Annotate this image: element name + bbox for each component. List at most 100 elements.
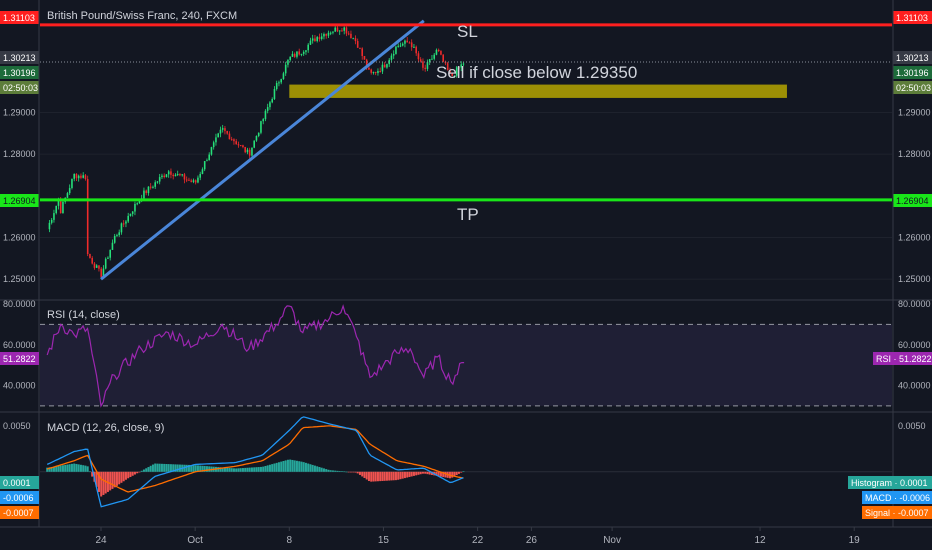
macd-histogram-bar [163,463,166,472]
macd-histogram-bar [426,471,429,475]
candle-body [253,140,255,148]
candle-body [152,186,154,188]
tp-badge-right-text: 1.26904 [896,196,929,206]
macd-histogram-bar [111,471,114,489]
candle-body [95,265,98,268]
macd-histogram-bar [192,465,195,472]
macd-histogram-bar [165,463,168,472]
macd-histogram-bar [293,460,296,472]
macd-histogram-bar [327,469,330,472]
macd-axis[interactable]: 0.0050 0.0050 [3,421,926,431]
macd-histogram-bar [185,464,188,472]
time-tick-7: 12 [754,535,766,546]
rsi-pane[interactable]: RSI (14, close) 40.0000 40.0000 60.0000 60.… [0,299,932,408]
candle-body [59,199,62,214]
macd-histogram-bar [84,465,87,472]
candle-body [262,119,264,122]
candle-body [404,40,406,44]
candle-body [165,174,168,178]
candle-body [383,64,386,68]
candle-body [264,110,267,120]
rsi-tick-left-2: 80.0000 [3,299,36,309]
last-badge-right [893,51,932,64]
candle-body [246,149,249,153]
sell-zone[interactable] [289,84,787,98]
macd-histogram-bar [397,471,400,480]
macd-histogram-bar [316,466,319,472]
macd-histogram-bar [307,463,310,472]
macd-histogram-bar [237,468,240,472]
candle-body [219,129,222,134]
candle-body [68,188,71,194]
macd-line [46,416,464,508]
macd-histogram [46,459,465,497]
macd-histogram-bar [147,467,150,472]
candle-body [291,53,294,57]
price-axis-left[interactable]: 1.25000 1.26000 1.28000 1.29000 [3,108,36,285]
candle-body [217,133,219,138]
macd-histogram-bar [462,471,465,472]
macd-histogram-bar [172,464,175,472]
candle-body [174,174,177,177]
candle-body [273,89,276,100]
candle-body [179,174,181,176]
macd-histogram-bar [61,465,64,472]
candle-body [381,64,384,72]
macd-histogram-bar [379,471,382,482]
macd-histogram-bar [104,471,107,494]
macd-histogram-bar [120,471,123,483]
macd-histogram-bar [129,471,132,478]
macd-histogram-bar [428,471,431,475]
candle-body [75,173,78,179]
candle-body [296,51,298,57]
candle-body [334,27,336,32]
candle-body [86,179,89,254]
macd-histogram-bar [140,470,143,472]
candle-body [226,130,228,134]
candle-body [113,235,116,243]
macd-histogram-bar [430,471,433,475]
price-pane[interactable]: British Pound/Swiss Franc, 240, FXCM SL … [3,10,931,284]
hist-badge-right-text: Histogram · 0.0001 [851,478,928,488]
candle-body [48,222,51,230]
candle-body [127,215,129,222]
candle-body [181,174,183,176]
macd-histogram-bar [282,461,285,472]
macd-histogram-bar [453,471,456,477]
macd-histogram-bar [46,467,49,472]
candle-body [345,27,348,34]
price-axis-right[interactable]: 1.25000 1.26000 1.28000 1.29000 [898,108,931,285]
rsi-axis[interactable]: 40.0000 40.0000 60.0000 60.0000 80.0000 80.00… [3,299,931,390]
macd-histogram-bar [102,471,105,495]
hist-badge-right [848,476,932,489]
macd-histogram-bar [280,461,283,472]
macd-histogram-bar [444,471,447,478]
countdown-badge-left-text: 02:50:03 [3,83,38,93]
time-axis[interactable]: 24Oct8152226Nov121926Dec [95,527,932,546]
macd-histogram-bar [455,471,458,476]
candle-body [361,48,363,56]
candle-body [154,182,156,187]
candle-body [230,139,233,141]
macd-histogram-bar [363,471,366,478]
macd-histogram-bar [374,471,377,482]
time-tick-3: 15 [378,535,390,546]
tp-badge-left-text: 1.26904 [3,196,36,206]
macd-histogram-bar [295,460,298,472]
macd-badge-right-text: MACD · -0.0006 [865,493,930,503]
macd-histogram-bar [277,462,280,472]
macd-pane[interactable]: MACD (12, 26, close, 9) 0.0050 0.0050 0.0… [0,416,932,519]
last-badge-left-text: 1.30213 [3,53,36,63]
macd-histogram-bar [424,471,427,474]
macd-histogram-bar [457,471,460,474]
macd-histogram-bar [403,471,406,479]
macd-histogram-bar [64,464,67,472]
candle-body [440,51,442,55]
candle-body [354,38,357,42]
candle-body [320,36,323,39]
trendline[interactable] [100,19,425,281]
macd-histogram-bar [79,464,82,472]
tp-label: TP [457,205,479,224]
